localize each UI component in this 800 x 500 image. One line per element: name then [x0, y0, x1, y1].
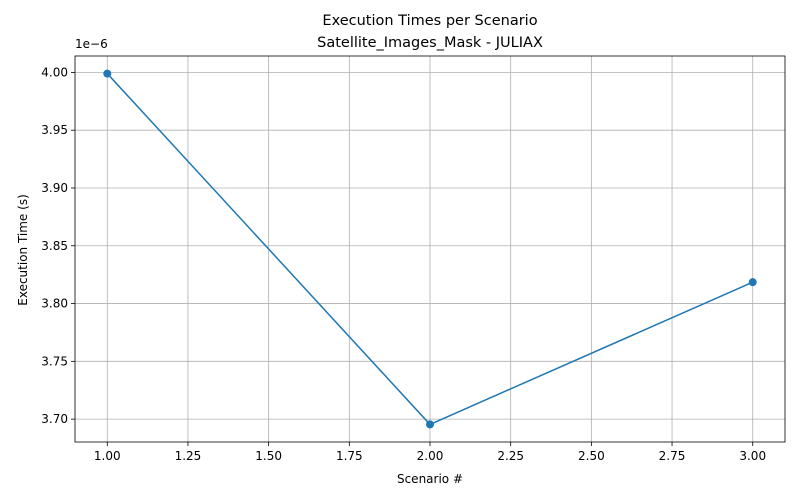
x-tick-label: 3.00 [739, 449, 766, 463]
y-tick-label: 3.85 [41, 239, 68, 253]
y-axis-label: Execution Time (s) [16, 194, 30, 306]
data-point-marker [748, 278, 757, 287]
x-axis-label: Scenario # [397, 472, 463, 486]
plot-area-frame [74, 55, 786, 443]
y-tick-label: 3.95 [41, 123, 68, 137]
x-tick-label: 2.25 [497, 449, 524, 463]
x-tick-label: 1.75 [336, 449, 363, 463]
data-point-marker [426, 420, 434, 429]
x-tick-label: 1.00 [94, 449, 121, 463]
series-layer [103, 69, 757, 429]
y-tick-label: 3.70 [41, 412, 68, 426]
y-tick-label: 4.00 [41, 65, 68, 79]
x-tick-label: 2.00 [417, 449, 444, 463]
chart-title: Execution Times per Scenario [322, 13, 537, 29]
grid-lines [75, 56, 785, 442]
data-point-marker [103, 69, 112, 78]
chart-subtitle: Satellite_Images_Mask - JULIAX [317, 35, 543, 51]
x-tick-label: 1.50 [255, 449, 282, 463]
y-tick-label: 3.80 [41, 297, 68, 311]
axis-ticks: 1.00 1.25 1.50 1.75 2.00 2.25 2.50 2.75 3.00 3.70… [41, 65, 766, 463]
y-tick-label: 3.75 [41, 354, 68, 368]
y-tick-label: 3.90 [41, 181, 68, 195]
x-tick-label: 1.25 [175, 449, 202, 463]
y-axis-offset-label: 1e−6 [75, 37, 108, 51]
x-tick-label: 2.75 [659, 449, 686, 463]
x-tick-label: 2.50 [578, 449, 605, 463]
